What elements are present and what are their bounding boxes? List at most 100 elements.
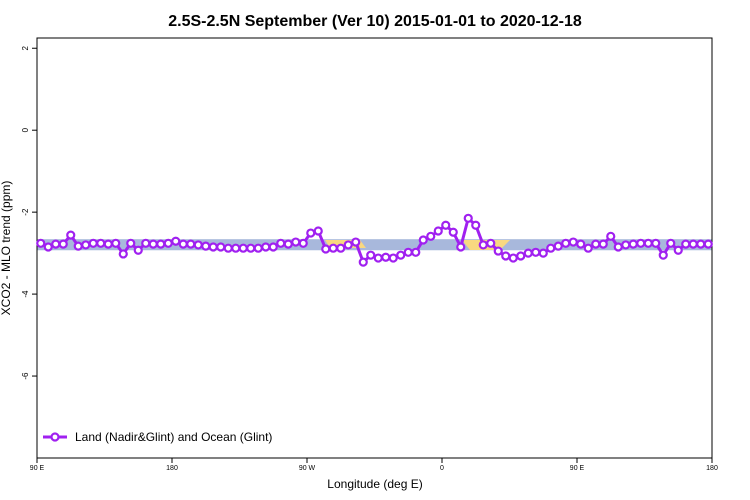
data-point <box>418 235 428 245</box>
data-point <box>223 243 233 253</box>
plot-area: 2 0 -2 -4 -6 90 E 180 90 W 0 90 E 180 Land (Nadir&G… <box>21 37 718 472</box>
data-point <box>96 238 106 248</box>
y-tick-label: -6 <box>21 372 30 380</box>
data-point <box>268 242 278 252</box>
data-point <box>366 250 376 260</box>
data-point <box>703 239 713 249</box>
y-tick-label: 2 <box>21 45 30 50</box>
data-point <box>696 239 706 249</box>
data-point <box>283 239 293 249</box>
data-point <box>486 238 496 248</box>
data-point <box>501 251 511 261</box>
data-point <box>666 238 676 248</box>
data-point <box>201 241 211 251</box>
data-point <box>178 239 188 249</box>
data-point <box>448 227 458 237</box>
data-point <box>643 238 653 248</box>
data-point <box>103 239 113 249</box>
data-point <box>336 243 346 253</box>
data-point <box>231 243 241 253</box>
data-point <box>253 243 263 253</box>
data-point <box>546 243 556 253</box>
data-point <box>208 242 218 252</box>
x-tick-label: 90 E <box>570 465 585 472</box>
y-tick-label: 0 <box>21 127 30 132</box>
data-point <box>216 242 226 252</box>
data-point <box>66 230 76 240</box>
data-point <box>636 238 646 248</box>
data-point <box>553 241 563 251</box>
data-point <box>456 242 466 252</box>
x-tick-label: 180 <box>166 465 178 472</box>
data-point <box>118 249 128 259</box>
data-point <box>298 238 308 248</box>
data-point <box>313 226 323 236</box>
data-point <box>193 240 203 250</box>
data-point <box>358 257 368 267</box>
data-point <box>276 238 286 248</box>
data-point <box>576 239 586 249</box>
data-point <box>141 238 151 248</box>
x-tick-label: 180 <box>706 465 718 472</box>
data-point <box>516 251 526 261</box>
data-point <box>568 237 578 247</box>
data-point <box>411 247 421 257</box>
data-point <box>591 239 601 249</box>
data-point <box>621 240 631 250</box>
data-point <box>508 253 518 263</box>
data-point <box>133 245 143 255</box>
x-tick-label: 90 W <box>299 465 316 472</box>
data-point <box>343 240 353 250</box>
data-point <box>36 238 46 248</box>
x-tick-label: 0 <box>440 465 444 472</box>
data-point <box>381 252 391 262</box>
data-point <box>81 240 91 250</box>
data-point <box>51 239 61 249</box>
legend-marker <box>50 432 60 442</box>
data-point <box>238 243 248 253</box>
data-point <box>688 239 698 249</box>
data-point <box>583 243 593 253</box>
data-point <box>673 245 683 255</box>
data-point <box>463 213 473 223</box>
data-point <box>531 247 541 257</box>
data-point <box>126 238 136 248</box>
data-point <box>441 220 451 230</box>
data-point <box>163 238 173 248</box>
data-point <box>523 248 533 258</box>
plot-frame <box>36 37 713 459</box>
data-point <box>291 237 301 247</box>
data-point <box>246 243 256 253</box>
x-tick-label: 90 E <box>30 465 45 472</box>
data-point <box>613 242 623 252</box>
y-tick-label: -2 <box>21 208 30 216</box>
data-point <box>186 239 196 249</box>
data-point <box>433 226 443 236</box>
data-point <box>681 239 691 249</box>
data-point <box>471 220 481 230</box>
data-point <box>73 241 83 251</box>
data-point <box>606 231 616 241</box>
data-point <box>156 239 166 249</box>
data-point <box>58 239 68 249</box>
data-point <box>351 237 361 247</box>
data-point <box>373 253 383 263</box>
y-tick-label: -4 <box>21 290 30 298</box>
y-axis-label: XCO2 - MLO trend (ppm) <box>0 181 13 316</box>
legend-label: Land (Nadir&Glint) and Ocean (Glint) <box>75 430 272 444</box>
x-axis-label: Longitude (deg E) <box>327 477 422 491</box>
band <box>37 239 712 251</box>
data-point <box>328 243 338 253</box>
data-point <box>111 238 121 248</box>
data-point <box>628 239 638 249</box>
data-point <box>561 238 571 248</box>
data-point <box>306 228 316 238</box>
data-point <box>321 244 331 254</box>
data-point <box>598 239 608 249</box>
data-point <box>171 236 181 246</box>
data-point <box>148 239 158 249</box>
data-point <box>426 231 436 241</box>
data-point <box>403 247 413 257</box>
data-point <box>538 248 548 258</box>
